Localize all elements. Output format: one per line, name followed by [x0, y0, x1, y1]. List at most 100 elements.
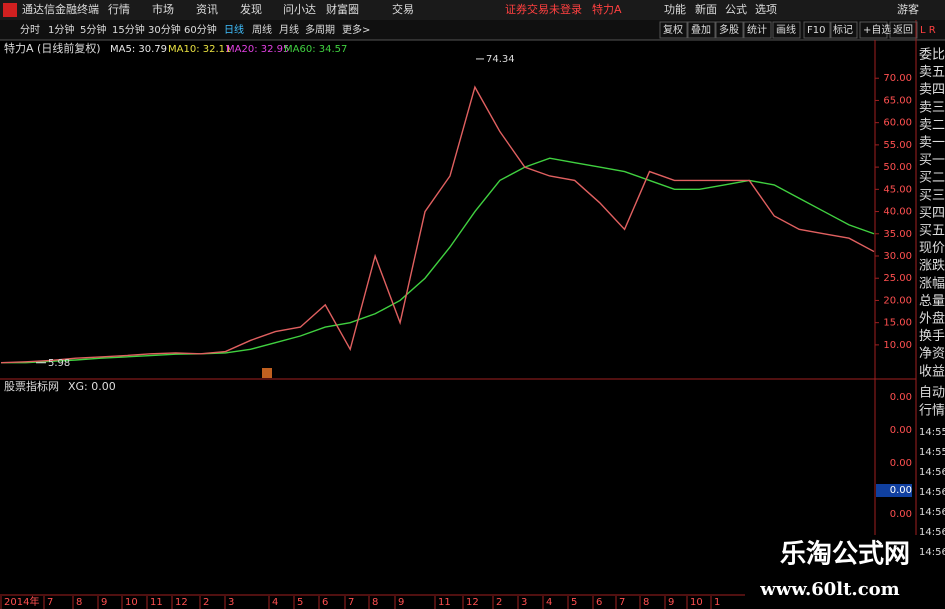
y-tick-label: 40.00 [883, 207, 912, 218]
y-tick-label: 15.00 [883, 318, 912, 329]
indicator-axis-label: 0.00 [890, 425, 912, 436]
y-tick-label: 45.00 [883, 184, 912, 195]
tool-button[interactable] [829, 21, 858, 39]
price-line [0, 85, 875, 364]
tool-button[interactable] [715, 21, 744, 39]
period-tab[interactable]: 多周期 [305, 23, 335, 36]
tool-label[interactable]: +自选 [863, 23, 891, 36]
tool-label[interactable]: 画线 [776, 23, 796, 36]
x-tick-label: 9 [398, 597, 404, 608]
period-tab[interactable]: 15分钟 [112, 23, 145, 36]
high-label: 74.34 [486, 54, 515, 65]
period-tab[interactable]: 月线 [279, 23, 299, 36]
side-label: 自动 [919, 386, 945, 401]
quote-field: 买一 [919, 153, 945, 168]
quote-field: 买五 [919, 224, 945, 239]
panel-header: L R [920, 25, 936, 36]
quote-field: 卖四 [919, 83, 945, 98]
menu-item[interactable]: 公式 [725, 3, 747, 16]
menu-item[interactable]: 交易 [392, 2, 414, 16]
y-tick-label: 30.00 [883, 251, 912, 262]
x-tick-label: 5 [297, 597, 303, 608]
logo [3, 3, 17, 17]
menu-item[interactable]: 功能 [664, 2, 686, 16]
trade-time: 14:56 [919, 527, 945, 538]
x-tick-label: 3 [521, 597, 527, 608]
tool-button[interactable] [859, 21, 888, 39]
value-highlight [876, 484, 912, 497]
tool-button[interactable] [743, 21, 772, 39]
tool-button[interactable] [889, 21, 918, 39]
quote-field: 现价 [919, 241, 945, 256]
tool-label[interactable]: 标记 [833, 24, 853, 36]
x-tick-label: 7 [47, 597, 53, 608]
menu-item[interactable]: 财富圈 [326, 2, 359, 16]
x-tick-label: 8 [643, 597, 649, 608]
period-tab[interactable]: 周线 [252, 23, 272, 36]
tool-label[interactable]: F10 [807, 25, 825, 36]
tool-button[interactable] [659, 21, 688, 39]
tool-label[interactable]: 统计 [747, 23, 767, 36]
y-tick-label: 25.00 [883, 273, 912, 284]
menu-item[interactable]: 问小达 [283, 3, 316, 16]
trade-time: 14:56 [919, 547, 945, 558]
period-tab[interactable]: 分时 [20, 24, 40, 36]
period-tab[interactable]: 5分钟 [80, 23, 106, 36]
x-tick-label: 7 [348, 597, 354, 608]
period-tab[interactable]: 更多> [342, 23, 370, 36]
tool-label[interactable]: 复权 [663, 23, 683, 36]
x-tick-label: 12 [175, 597, 188, 608]
quote-field: 委比 [919, 48, 945, 63]
period-tab[interactable]: 1分钟 [48, 23, 74, 36]
ma-label: MA5: 30.79 [110, 44, 167, 55]
x-tick-label: 11 [438, 597, 451, 608]
quote-field: 总量 [919, 294, 945, 309]
quote-field: 卖二 [919, 118, 945, 133]
y-tick-label: 20.00 [883, 295, 912, 306]
x-tick-label: 4 [546, 597, 552, 608]
quote-field: 外盘 [919, 311, 945, 327]
quote-field: 净资 [919, 347, 945, 362]
tool-label[interactable]: 多股 [719, 23, 739, 36]
indicator-axis-label: 0.00 [890, 458, 912, 469]
quote-field: 卖三 [919, 100, 945, 115]
tool-button[interactable] [772, 21, 801, 39]
side-label: 行情 [919, 404, 945, 419]
period-tab[interactable]: 日线 [224, 23, 244, 36]
quote-field: 买二 [919, 171, 945, 186]
tool-label[interactable]: 叠加 [691, 24, 711, 36]
tool-button[interactable] [687, 21, 716, 39]
menu-item[interactable]: 发现 [240, 2, 262, 16]
ma-label: MA10: 32.11 [168, 44, 231, 55]
tool-label[interactable]: 返回 [893, 24, 913, 36]
menu-item[interactable]: 行情 [108, 3, 130, 16]
period-tab[interactable]: 30分钟 [148, 23, 181, 36]
menu-item[interactable]: 资讯 [196, 3, 218, 16]
trade-time: 14:56 [919, 487, 945, 498]
menu-item[interactable]: 市场 [152, 2, 174, 16]
watermark-title: 乐淘公式网 [780, 540, 910, 570]
quote-field: 涨幅 [919, 276, 945, 291]
period-tab[interactable]: 60分钟 [184, 23, 217, 36]
quote-field: 卖五 [919, 65, 945, 80]
trade-time: 14:55 [919, 447, 945, 458]
x-tick-label: 9 [101, 597, 107, 608]
quote-field: 涨跌 [919, 258, 945, 274]
trade-time: 14:55 [919, 427, 945, 438]
tool-button[interactable] [803, 21, 832, 39]
watermark-url: www.60lt.com [759, 579, 899, 600]
login-status: 证券交易未登录 [505, 2, 582, 16]
indicator-value: XG: 0.00 [68, 380, 116, 393]
user[interactable]: 游客 [897, 2, 919, 16]
y-tick-label: 65.00 [883, 95, 912, 106]
x-tick-label: 4 [272, 597, 278, 608]
x-tick-label: 3 [228, 597, 234, 608]
ma60-line [1, 157, 875, 364]
x-tick-label: 12 [466, 597, 479, 608]
trade-time: 14:56 [919, 507, 945, 518]
x-tick-label: 6 [322, 597, 328, 608]
x-tick-label: 2 [496, 597, 502, 608]
menu-item[interactable]: 选项 [755, 3, 777, 16]
menu-item[interactable]: 新面 [695, 2, 717, 16]
